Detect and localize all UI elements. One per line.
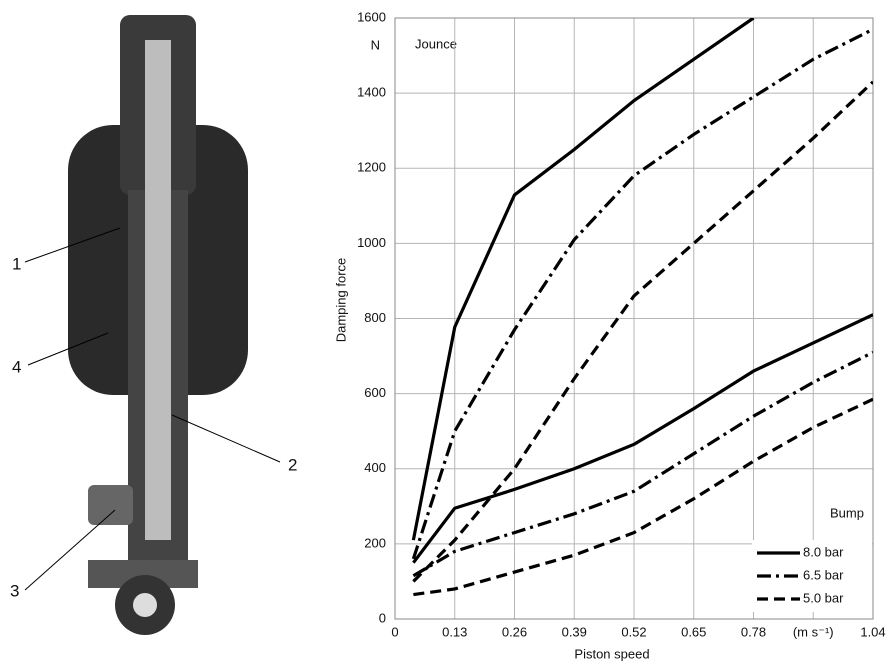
- callout: 4: [12, 357, 21, 376]
- callout: 3: [10, 581, 19, 600]
- y-tick-label: 600: [364, 385, 386, 400]
- legend-label: 8.0 bar: [803, 544, 844, 559]
- line-jounce: [411, 27, 873, 560]
- line-jounce: [412, 80, 873, 583]
- label-bg: [822, 503, 872, 525]
- legend-label: 5.0 bar: [803, 590, 844, 605]
- callout-line: [27, 332, 109, 366]
- valve: [88, 485, 133, 525]
- y-unit: N: [371, 37, 380, 52]
- piston-rod: [145, 40, 171, 540]
- x-tick-label: 0.39: [562, 624, 587, 639]
- x-tick-label: (m s⁻¹): [793, 624, 834, 639]
- line-jounce: [411, 18, 755, 541]
- x-tick-label: 0.52: [621, 624, 646, 639]
- line-bump: [412, 350, 873, 578]
- y-tick-label: 1400: [357, 85, 386, 100]
- x-tick-label: 0.26: [502, 624, 527, 639]
- callout-line: [24, 509, 116, 591]
- y-tick-label: 400: [364, 460, 386, 475]
- callout-line: [24, 227, 121, 263]
- bump-label: Bump: [830, 505, 864, 520]
- x-tick-label: 1.04: [860, 624, 885, 639]
- x-axis-label: Piston speed: [574, 646, 649, 661]
- bushing: [133, 593, 157, 617]
- y-tick-label: 1600: [357, 9, 386, 24]
- legend-label: 6.5 bar: [803, 567, 844, 582]
- y-tick-label: 1000: [357, 235, 386, 250]
- shock-absorber-illustration: 1 2 3 4: [10, 15, 297, 635]
- y-axis-label: Damping force: [333, 258, 348, 343]
- jounce-label: Jounce: [415, 36, 457, 51]
- line-bump: [413, 397, 873, 597]
- y-tick-label: 200: [364, 535, 386, 550]
- callout-line: [171, 414, 281, 463]
- x-tick-label: 0.13: [442, 624, 467, 639]
- x-tick-label: 0.78: [741, 624, 766, 639]
- callout: 1: [12, 254, 21, 273]
- x-tick-label: 0.65: [681, 624, 706, 639]
- line-bump: [412, 313, 873, 564]
- y-tick-label: 0: [379, 610, 386, 625]
- callout: 2: [288, 455, 297, 474]
- y-tick-label: 800: [364, 310, 386, 325]
- y-tick-label: 1200: [357, 160, 386, 175]
- plot-frame: [394, 17, 874, 620]
- x-tick-label: 0: [391, 624, 398, 639]
